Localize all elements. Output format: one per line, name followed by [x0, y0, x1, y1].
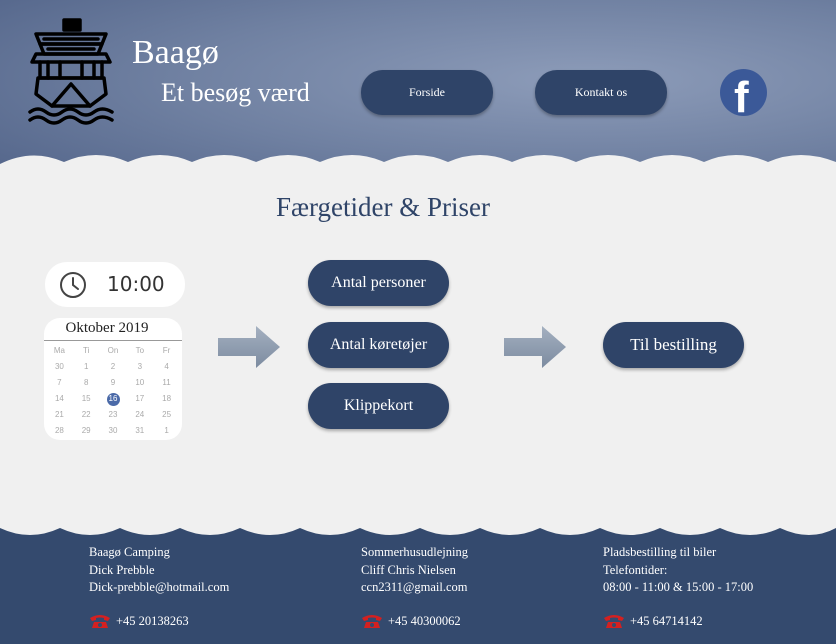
calendar-day[interactable]: 4: [164, 362, 169, 371]
facebook-icon[interactable]: f: [720, 69, 767, 116]
calendar-weekday: To: [135, 346, 145, 355]
arrow-right-icon: [218, 326, 280, 368]
calendar-month: Oktober 2019: [65, 320, 149, 336]
calendar-week-row: 14 15 16 17 18: [46, 391, 180, 407]
calendar-day[interactable]: 30: [108, 426, 118, 435]
footer-summerhouse-info: Sommerhusudlejning Cliff Chris Nielsen c…: [361, 544, 468, 597]
booking-button[interactable]: Til bestilling: [603, 322, 744, 368]
clock-icon: [60, 272, 86, 298]
footer-email-link[interactable]: ccn2311@gmail.com: [361, 580, 468, 594]
calendar-day[interactable]: 14: [54, 394, 64, 403]
calendar-day[interactable]: 23: [108, 410, 118, 419]
footer-line: Pladsbestilling til biler: [603, 545, 717, 559]
calendar-day[interactable]: 21: [54, 410, 64, 419]
calendar-day[interactable]: 1: [164, 426, 169, 435]
persons-button[interactable]: Antal personer: [308, 260, 449, 306]
calendar-day[interactable]: 10: [135, 378, 145, 387]
calendar-weekday: Fr: [162, 346, 171, 355]
calendar-week-row: 28 29 30 31 1: [46, 423, 180, 439]
calendar-day[interactable]: 7: [57, 378, 62, 387]
calendar-day[interactable]: 11: [162, 378, 171, 387]
footer-phone[interactable]: +45 20138263: [89, 613, 189, 629]
footer-line: Telefontider:: [603, 562, 668, 577]
footer: Baagø Camping Dick Prebble Dick-prebble@…: [0, 540, 836, 644]
phone-icon: [362, 615, 382, 628]
arrow-right-icon: [504, 326, 566, 368]
calendar-day[interactable]: 31: [135, 426, 145, 435]
calendar-day[interactable]: 9: [110, 378, 116, 387]
calendar-day[interactable]: 3: [137, 362, 143, 371]
footer-phone[interactable]: +45 64714142: [603, 613, 703, 629]
calendar-day[interactable]: 2: [110, 362, 116, 371]
time-value: 10:00: [107, 272, 165, 296]
page-title: Færgetider & Priser: [276, 192, 490, 222]
footer-camping-info: Baagø Camping Dick Prebble Dick-prebble@…: [89, 544, 229, 597]
footer-phone[interactable]: +45 40300062: [361, 613, 461, 629]
calendar-day[interactable]: 28: [54, 426, 64, 435]
header-wave-divider: [0, 155, 836, 210]
vehicles-button[interactable]: Antal køretøjer: [308, 322, 449, 368]
calendar-day[interactable]: 8: [83, 378, 89, 387]
date-calendar[interactable]: Oktober 2019 Ma Ti On To Fr 30 1 2 3 4 7 8 9 10 11 14 15…: [44, 318, 182, 440]
punch-card-button[interactable]: Klippekort: [308, 383, 449, 429]
phone-icon: [604, 615, 624, 628]
footer-car-booking-info: Pladsbestilling til biler Telefontider: …: [603, 544, 753, 597]
phone-number: +45 20138263: [116, 613, 189, 628]
brand-title: Baagø: [132, 34, 219, 71]
footer-line: Baagø Camping: [89, 545, 170, 559]
calendar-weekday: Ti: [83, 346, 90, 355]
calendar-week-row: 7 8 9 10 11: [46, 375, 180, 391]
calendar-day[interactable]: 25: [162, 410, 172, 419]
brand-subtitle: Et besøg værd: [161, 78, 310, 107]
calendar-day[interactable]: 15: [81, 394, 91, 403]
calendar-divider: [44, 340, 182, 341]
phone-number: +45 40300062: [388, 613, 461, 628]
ship-icon: [28, 18, 114, 125]
phone-number: +45 64714142: [630, 613, 703, 628]
nav-home-button[interactable]: Forside: [361, 70, 493, 115]
phone-icon: [90, 615, 110, 628]
calendar-week-row: 21 22 23 24 25: [46, 407, 180, 423]
calendar-day[interactable]: 18: [162, 394, 172, 403]
calendar-weekday: Ma: [53, 346, 65, 355]
footer-line: Cliff Chris Nielsen: [361, 562, 456, 577]
time-picker[interactable]: 10:00: [45, 262, 185, 307]
calendar-day[interactable]: 17: [135, 394, 145, 403]
calendar-day[interactable]: 30: [54, 362, 64, 371]
calendar-week-row: 30 1 2 3 4: [46, 359, 180, 375]
calendar-day[interactable]: 1: [83, 362, 89, 371]
calendar-grid: Ma Ti On To Fr 30 1 2 3 4 7 8 9 10 11 14 15 16 17 18 21 22 23 2…: [46, 343, 180, 439]
calendar-weekday: On: [107, 346, 119, 355]
footer-line: 08:00 - 11:00 & 15:00 - 17:00: [603, 580, 754, 594]
calendar-day[interactable]: 22: [81, 410, 91, 419]
footer-line: Dick Prebble: [89, 562, 155, 577]
calendar-weekday-row: Ma Ti On To Fr: [46, 343, 180, 359]
nav-contact-button[interactable]: Kontakt os: [535, 70, 667, 115]
calendar-day[interactable]: 29: [81, 426, 91, 435]
footer-email-link[interactable]: Dick-prebble@hotmail.com: [89, 580, 230, 594]
footer-line: Sommerhusudlejning: [361, 545, 468, 559]
calendar-day[interactable]: 16: [100, 391, 127, 407]
calendar-day[interactable]: 24: [135, 410, 145, 419]
